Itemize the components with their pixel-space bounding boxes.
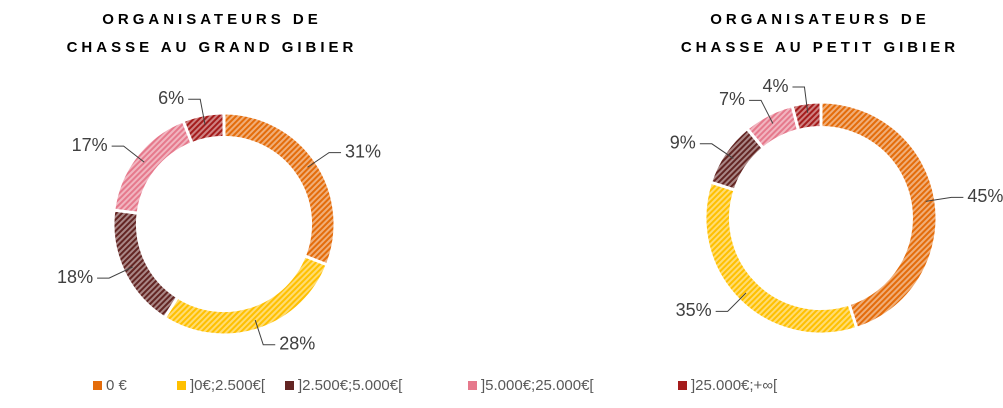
legend-swatch [177,381,186,390]
legend-swatch [285,381,294,390]
leader-line [188,98,206,125]
legend-label: ]2.500€;5.000€[ [298,377,403,394]
chart-title: CHASSE AU PETIT GIBIER [681,39,959,56]
donut-segment [790,100,823,133]
donut-segment [222,111,337,267]
data-label: 18% [57,267,93,287]
leader-line [699,143,734,159]
chart-title: ORGANISATEURS DE [710,11,930,28]
legend-label: 0 € [106,377,128,394]
data-label: 35% [676,300,712,320]
leader-line [307,152,342,168]
leader-line [254,319,276,346]
chart-title: CHASSE AU GRAND GIBIER [67,39,358,56]
leader-line [749,99,774,124]
data-label: 7% [719,89,745,109]
legend-swatch [93,381,102,390]
data-label: 4% [762,76,788,96]
legend-label: ]0€;2.500€[ [190,377,266,394]
data-label: 9% [670,133,696,153]
leader-line [792,86,809,113]
data-label: 6% [158,88,184,108]
donut-segment [819,100,939,331]
donut-segment [162,253,330,337]
data-label: 45% [967,186,1003,206]
legend-label: ]25.000€;+∞[ [691,377,778,394]
leader-line [925,196,964,202]
data-label: 31% [345,141,381,161]
leader-line [715,292,747,312]
legend-swatch [678,381,687,390]
donut-segment [112,118,195,215]
data-label: 28% [279,334,315,354]
data-label: 17% [72,135,108,155]
legend-swatch [468,381,477,390]
chart-title: ORGANISATEURS DE [102,11,322,28]
donut-segment [181,111,226,146]
donut-segment [111,208,180,320]
leader-line [97,266,133,279]
legend-label: ]5.000€;25.000€[ [481,377,594,394]
leader-line [111,145,145,163]
